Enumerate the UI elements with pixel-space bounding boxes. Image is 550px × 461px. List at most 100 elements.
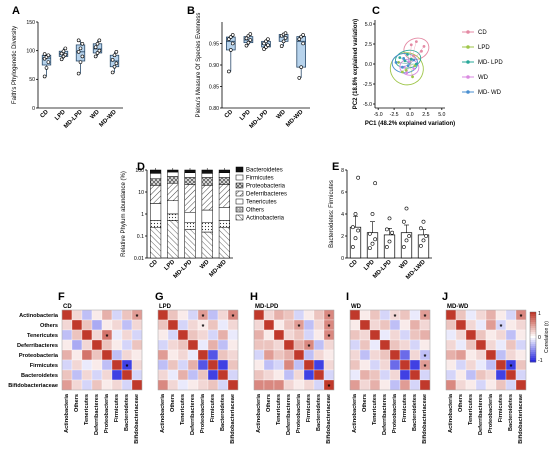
heatmap-cell: [283, 329, 295, 341]
data-point: [95, 41, 100, 46]
data-point: [367, 231, 372, 236]
sample-point: [414, 62, 418, 66]
heatmap-cell: [91, 309, 103, 321]
heatmap-cell: [157, 339, 169, 351]
heatmap-cell: [61, 339, 73, 351]
legend-entry: LPD: [478, 45, 490, 51]
colorbar-step: [530, 332, 536, 335]
heatmap-col-label: Deferribacteres: [478, 394, 484, 435]
heatmap-cell: [303, 349, 315, 361]
heatmap-cell: [379, 359, 391, 371]
heatmap-col-label: Tenericutes: [84, 394, 90, 425]
heatmap-cell: [283, 359, 295, 371]
legend-entry: Bacteroidetes: [246, 168, 283, 174]
heatmap-cell: [197, 359, 209, 371]
heatmap-cell: [419, 369, 431, 381]
heatmap-row-label: Deferribacteres: [17, 343, 58, 349]
heatmap-cell: [515, 329, 527, 341]
legend-swatch: [235, 190, 244, 197]
heatmap-cell: [409, 369, 421, 381]
heatmap-cell: [253, 329, 265, 341]
heatmap-cell: [445, 319, 457, 331]
data-point: [227, 69, 231, 74]
heatmap-cell: [187, 339, 199, 351]
heatmap-row-label: Tenericutes: [27, 333, 58, 339]
heatmap-col-label: Proteobacteria: [392, 393, 398, 433]
heatmap-cell: [445, 359, 457, 371]
heatmap-cell: [349, 359, 361, 371]
data-point: [227, 37, 231, 42]
data-point: [421, 219, 426, 224]
data-point: [367, 246, 372, 251]
data-point: [114, 61, 119, 66]
bar-segment: [167, 200, 179, 215]
heatmap-cell: [505, 319, 517, 331]
heatmap-cell: [253, 349, 265, 361]
panel-letter-b: B: [187, 5, 195, 17]
heatmap-cell: [505, 339, 517, 351]
heatmap-cell: [111, 339, 123, 351]
data-point: [401, 219, 406, 224]
heatmap-cell: [263, 319, 275, 331]
data-point: [407, 234, 412, 238]
panel-letter-d: D: [137, 161, 145, 173]
y-tick-label: 1: [141, 212, 144, 218]
heatmap-col-label: Actinobacteria: [352, 393, 358, 433]
heatmap-cell: [485, 349, 497, 361]
heatmap-cell: [359, 369, 371, 381]
heatmap-cell: [167, 379, 179, 391]
bar-segment: [218, 172, 230, 178]
data-point: [373, 181, 378, 186]
heatmap-cell: [227, 379, 239, 391]
colorbar-tick-label: -1: [538, 358, 543, 364]
bar-segment: [184, 212, 196, 224]
heatmap-col-label: Bifidobacteriaceae: [326, 394, 332, 444]
heatmap-cell: [111, 309, 123, 321]
heatmap-cell: [167, 309, 179, 321]
confidence-ellipse: [389, 52, 424, 86]
y-tick-label: 2.5: [365, 42, 372, 48]
panel-letter-f: F: [58, 291, 65, 303]
data-point: [262, 47, 266, 51]
heatmap-cell: [303, 319, 315, 331]
heatmap-col-label: Others: [362, 394, 368, 412]
heatmap-col-label: Actinobacteria: [160, 393, 166, 433]
bar-segment: [201, 222, 213, 233]
heatmap-cell: [217, 319, 229, 331]
category-label: CD: [149, 259, 160, 270]
heatmap-cell: [445, 309, 457, 321]
significance-star: *: [328, 334, 331, 341]
heatmap-cell: [71, 319, 83, 331]
legend-swatch: [235, 214, 244, 221]
heatmap-cell: [369, 339, 381, 351]
heatmap-col-label: Bifidobacteriaceae: [422, 394, 428, 444]
sample-point: [402, 57, 406, 60]
heatmap-cell: [389, 359, 401, 371]
heatmap-cell: [313, 349, 325, 361]
heatmap-cell: [91, 359, 103, 371]
heatmap-col-label: Bifidobacteriaceae: [230, 394, 236, 444]
legend-entry: Others: [246, 208, 264, 214]
heatmap-frame: [349, 309, 431, 391]
y-tick-label: 6: [341, 190, 344, 196]
data-point: [46, 53, 51, 58]
heatmap-cell: [465, 369, 477, 381]
heatmap-cell: [177, 319, 189, 331]
heatmap-cell: [515, 319, 527, 331]
heatmap-cell: [359, 309, 371, 321]
sample-point: [412, 67, 416, 71]
heatmap-row-label: Others: [40, 323, 58, 329]
heatmap-cell: [157, 309, 169, 321]
heatmap-cell: [283, 309, 295, 321]
heatmap-col-label: Firmicutes: [402, 394, 408, 422]
heatmap-cell: [515, 379, 527, 391]
heatmap-frame: [157, 309, 239, 391]
heatmap-cell: [475, 319, 487, 331]
significance-star: *: [424, 354, 427, 361]
heatmap-cell: [207, 319, 219, 331]
data-point: [424, 234, 429, 238]
heatmap-cell: [111, 369, 123, 381]
heatmap-cell: [131, 359, 143, 371]
heatmap-row-label: Proteobacteria: [19, 353, 59, 359]
loading-ray: [403, 58, 411, 65]
